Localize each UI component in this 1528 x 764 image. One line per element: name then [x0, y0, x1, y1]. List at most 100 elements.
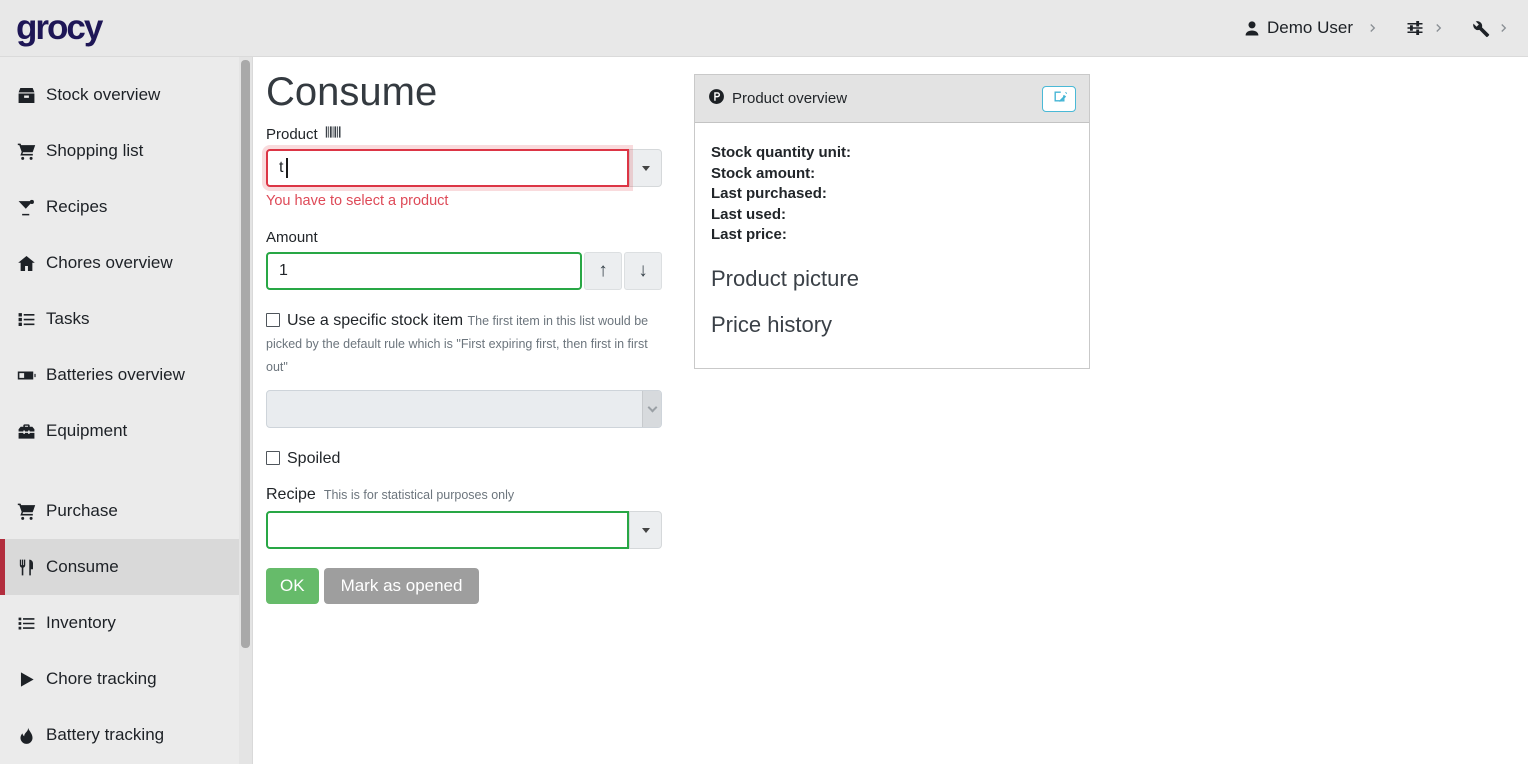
sidebar-item-label: Tasks	[46, 309, 90, 328]
cart-icon	[16, 501, 37, 522]
product-circle-icon	[708, 88, 725, 110]
battery-icon	[16, 365, 37, 386]
grocy-logo[interactable]: grocy	[16, 8, 103, 47]
edit-product-button[interactable]	[1042, 85, 1076, 112]
last-price-label: Last price:	[711, 226, 787, 243]
specific-stock-item-label: Use a specific stock item	[287, 312, 464, 329]
recipe-dropdown-button[interactable]	[629, 511, 662, 549]
sidebar: Stock overview Shopping list Recipes Cho…	[0, 57, 253, 764]
sidebar-item-consume[interactable]: Consume	[0, 539, 240, 595]
product-overview-header: Product overview	[695, 75, 1089, 123]
product-dropdown-button[interactable]	[629, 149, 662, 187]
sidebar-item-label: Equipment	[46, 421, 128, 440]
select-arrow-zone	[642, 391, 661, 427]
amount-input-group: ↑ ↓	[266, 252, 662, 290]
cart-icon	[16, 141, 37, 162]
sidebar-item-purchase[interactable]: Purchase	[0, 483, 240, 539]
user-name-label: Demo User	[1267, 18, 1353, 37]
recipe-input[interactable]	[266, 511, 629, 549]
sidebar-item-label: Recipes	[46, 197, 108, 216]
sidebar-item-label: Purchase	[46, 501, 118, 520]
sidebar-item-label: Battery tracking	[46, 725, 165, 744]
stock-item-select[interactable]	[266, 390, 662, 428]
specific-stock-item-checkbox[interactable]	[266, 313, 280, 327]
sidebar-item-label: Inventory	[46, 613, 116, 632]
last-purchased-label: Last purchased:	[711, 185, 827, 202]
sidebar-scrollbar-track[interactable]	[239, 57, 252, 764]
box-icon	[16, 85, 37, 106]
wrench-icon	[1471, 19, 1490, 38]
cocktail-icon	[16, 197, 37, 218]
product-overview-title: Product overview	[732, 90, 848, 107]
sidebar-item-batteries-overview[interactable]: Batteries overview	[0, 347, 240, 403]
specific-stock-item-hint: The first item in this list would be pic…	[266, 314, 649, 374]
page-title: Consume	[266, 70, 438, 114]
stock-amount-label: Stock amount:	[711, 164, 816, 182]
recipe-label-row: Recipe This is for statistical purposes …	[266, 486, 662, 504]
sidebar-item-label: Shopping list	[46, 141, 144, 160]
amount-input[interactable]	[266, 252, 582, 290]
top-navbar: grocy Demo User	[0, 0, 1528, 57]
product-picture-heading: Product picture	[711, 265, 859, 291]
specific-stock-item-row: Use a specific stock item The first item…	[266, 309, 662, 378]
user-icon	[1243, 19, 1261, 37]
text-cursor	[286, 158, 288, 178]
sliders-icon	[1405, 18, 1425, 38]
amount-increment-button[interactable]: ↑	[584, 252, 622, 290]
main-content: Consume Product You have to select a pro…	[253, 57, 1528, 764]
admin-menu[interactable]	[1471, 19, 1510, 38]
recipe-hint: This is for statistical purposes only	[323, 488, 515, 502]
caret-down-icon	[641, 165, 650, 171]
sidebar-item-recipes[interactable]: Recipes	[0, 179, 240, 235]
spoiled-checkbox[interactable]	[266, 451, 280, 465]
ok-button[interactable]: OK	[266, 568, 319, 604]
user-menu[interactable]: Demo User	[1243, 18, 1379, 38]
product-input-group	[266, 149, 662, 187]
flame-icon	[16, 725, 37, 746]
sidebar-item-label: Stock overview	[46, 85, 161, 104]
mark-as-opened-button[interactable]: Mark as opened	[323, 568, 480, 604]
sidebar-item-stock-overview[interactable]: Stock overview	[0, 67, 240, 123]
play-icon	[16, 669, 37, 690]
sidebar-item-shopping-list[interactable]: Shopping list	[0, 123, 240, 179]
navbar-right: Demo User	[1243, 18, 1510, 38]
recipe-label: Recipe	[266, 486, 316, 503]
sidebar-item-label: Batteries overview	[46, 365, 185, 384]
sidebar-item-label: Consume	[46, 557, 119, 576]
toolbox-icon	[16, 421, 37, 442]
price-history-heading: Price history	[711, 311, 833, 337]
chevron-down-icon	[647, 402, 657, 413]
sidebar-item-equipment[interactable]: Equipment	[0, 403, 240, 459]
product-label: Product	[266, 125, 662, 143]
settings-menu[interactable]	[1405, 18, 1445, 38]
spoiled-label: Spoiled	[287, 450, 341, 467]
form-actions: OK Mark as opened	[266, 568, 662, 604]
edit-icon	[1052, 89, 1067, 109]
utensils-icon	[16, 557, 37, 578]
product-overview-card: Product overview Stock quantity unit: St…	[694, 74, 1090, 369]
sidebar-item-chores-overview[interactable]: Chores overview	[0, 235, 240, 291]
sidebar-item-inventory[interactable]: Inventory	[0, 595, 240, 651]
last-used-label: Last used:	[711, 205, 787, 223]
home-icon	[16, 253, 37, 274]
sidebar-scrollbar-thumb[interactable]	[241, 60, 250, 648]
product-error-message: You have to select a product	[266, 193, 449, 209]
consume-form: Consume Product You have to select a pro…	[266, 69, 662, 604]
sidebar-item-battery-tracking[interactable]: Battery tracking	[0, 707, 240, 763]
product-overview-body: Stock quantity unit: Stock amount: Last …	[695, 123, 1089, 368]
product-input[interactable]	[266, 149, 629, 187]
sidebar-item-label: Chore tracking	[46, 669, 157, 688]
chevron-right-icon	[1367, 22, 1379, 34]
amount-decrement-button[interactable]: ↓	[624, 252, 662, 290]
amount-label: Amount	[266, 229, 318, 246]
caret-down-icon	[641, 527, 650, 533]
recipe-input-group	[266, 511, 662, 549]
sidebar-item-chore-tracking[interactable]: Chore tracking	[0, 651, 240, 707]
tasks-icon	[16, 309, 37, 330]
chevron-right-icon	[1433, 22, 1445, 34]
spoiled-row: Spoiled	[266, 447, 662, 470]
sidebar-item-tasks[interactable]: Tasks	[0, 291, 240, 347]
chevron-right-icon	[1498, 22, 1510, 34]
list-icon	[16, 613, 37, 634]
sidebar-item-label: Chores overview	[46, 253, 173, 272]
